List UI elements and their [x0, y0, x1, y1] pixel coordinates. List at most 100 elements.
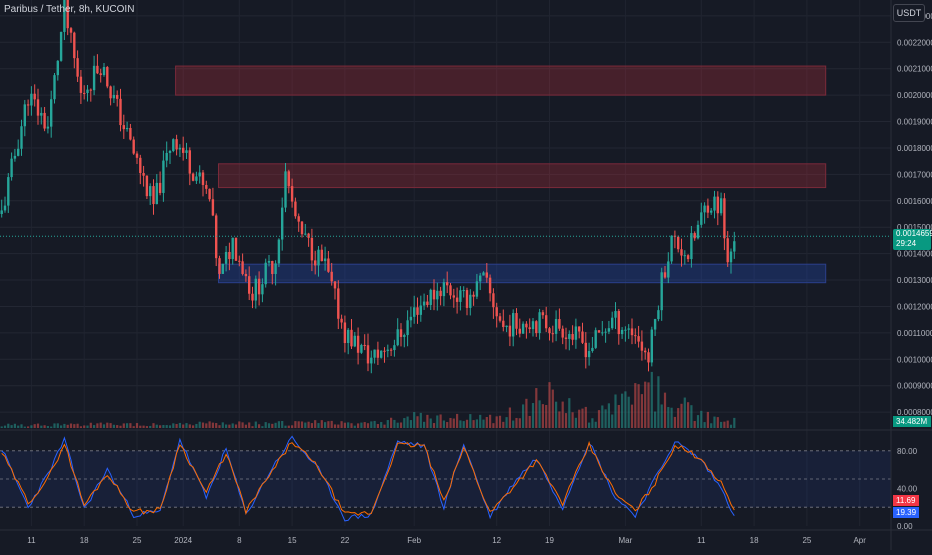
volume-bar — [614, 394, 617, 428]
volume-bar — [248, 422, 251, 428]
volume-bar — [640, 394, 643, 428]
volume-bar — [627, 396, 630, 428]
volume-bar — [347, 422, 350, 428]
candle-body — [125, 127, 129, 130]
candle-body — [116, 94, 119, 99]
candle-body — [264, 262, 267, 285]
volume-bar — [535, 388, 538, 428]
oscillator-tick-label: 0.00 — [897, 522, 913, 531]
candle-body — [139, 157, 142, 174]
volume-bar — [723, 421, 726, 428]
volume-bar — [581, 408, 584, 428]
volume-bar — [611, 414, 614, 428]
candle-body — [578, 326, 581, 332]
candle-body — [363, 344, 366, 346]
volume-bar — [690, 405, 693, 428]
volume-bar — [363, 422, 366, 428]
price-tick-label: 0.0010000 — [897, 355, 932, 364]
candle-body — [106, 67, 109, 87]
volume-bar — [76, 423, 79, 428]
currency-unit-button[interactable]: USDT — [893, 4, 925, 22]
candle-body — [158, 182, 162, 193]
candle-body — [683, 255, 686, 257]
volume-bar — [406, 416, 409, 428]
volume-bar — [429, 418, 432, 428]
candle-body — [422, 301, 426, 306]
volume-bar — [409, 420, 412, 428]
volume-bar — [710, 423, 713, 428]
candle-body — [558, 319, 561, 329]
candle-body — [221, 263, 224, 274]
candle-body — [409, 316, 413, 321]
time-tick-label: 18 — [80, 536, 89, 545]
volume-bar — [680, 403, 683, 428]
candle-body — [482, 272, 485, 276]
stoch-d-badge: 11.69 — [893, 495, 919, 506]
volume-bar — [413, 412, 416, 428]
volume-bar — [370, 421, 373, 428]
volume-bar — [383, 424, 386, 428]
candle-body — [564, 337, 568, 339]
candle-body — [617, 311, 620, 335]
candle-body — [205, 185, 208, 189]
volume-bar — [258, 424, 261, 428]
candle-body — [63, 0, 66, 32]
candle-body — [587, 351, 591, 358]
volume-bar — [647, 382, 650, 428]
candle-body — [261, 284, 264, 295]
candle-body — [73, 32, 76, 59]
candle-body — [145, 175, 149, 197]
volume-bar — [456, 413, 459, 428]
candle-body — [307, 233, 310, 238]
candle-body — [234, 237, 238, 261]
volume-bar — [423, 421, 426, 428]
candle-body — [129, 127, 132, 140]
volume-bar — [297, 421, 300, 428]
volume-bar — [20, 424, 23, 428]
volume-layer — [0, 371, 736, 428]
volume-bar — [30, 425, 33, 428]
volume-bar — [208, 421, 211, 428]
volume-bar — [122, 423, 125, 428]
candle-body — [690, 233, 693, 260]
candle-body — [667, 261, 670, 278]
volume-bar — [729, 424, 733, 428]
candle-body — [607, 328, 611, 332]
candle-body — [531, 321, 535, 330]
candle-body — [630, 328, 634, 336]
candle-body — [360, 344, 363, 353]
volume-bar — [86, 425, 89, 428]
volume-bar — [168, 425, 172, 428]
volume-bar — [149, 425, 152, 428]
candle-body — [317, 249, 320, 266]
candle-body — [706, 205, 710, 213]
demand-zone — [218, 263, 827, 284]
candle-body — [10, 158, 13, 178]
candle-body — [515, 313, 518, 329]
volume-bar — [307, 421, 310, 428]
volume-bar — [386, 420, 389, 428]
candle-body — [122, 125, 125, 130]
candle-body — [581, 331, 584, 343]
time-tick-label: 12 — [492, 536, 501, 545]
volume-bar — [492, 423, 495, 428]
candle-body — [541, 312, 545, 316]
volume-bar — [634, 383, 637, 428]
volume-bar — [188, 424, 191, 428]
candle-body — [350, 329, 353, 347]
volume-bar — [215, 422, 218, 428]
candle-body — [99, 73, 102, 76]
volume-bar — [617, 404, 620, 428]
candle-body — [710, 210, 713, 213]
volume-bar — [706, 411, 709, 428]
candle-body — [597, 330, 601, 333]
volume-bar — [436, 415, 439, 428]
candle-body — [419, 305, 422, 315]
candle-body — [449, 285, 452, 296]
candle-body — [452, 295, 455, 298]
candle-body — [380, 350, 383, 358]
candle-body — [521, 323, 525, 334]
volume-bar — [439, 414, 442, 428]
